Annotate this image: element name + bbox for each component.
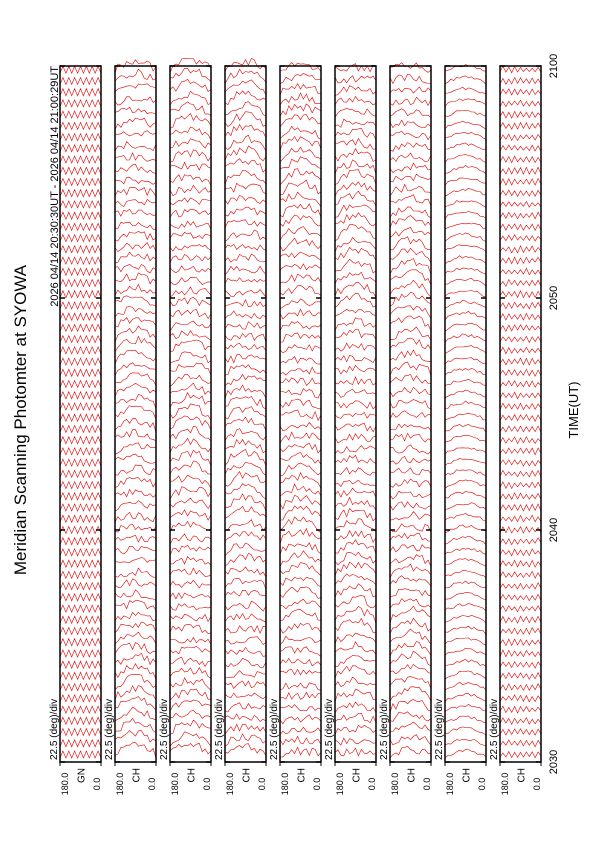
scan-traces <box>444 64 487 759</box>
scan-traces <box>499 65 542 759</box>
panel-name: CH <box>242 768 253 782</box>
panel-frame <box>169 65 212 763</box>
panel-name: CH <box>462 768 473 782</box>
panel-name: CH <box>132 768 143 782</box>
subtitle: 2026 04/14 20:30:30UT - 2026 04/14 21:00… <box>49 66 61 307</box>
panel-frame <box>114 65 157 763</box>
panel-name: CH <box>517 768 528 782</box>
y-tick-label: 180.0 <box>445 773 455 796</box>
y-tick-label: 0.0 <box>367 778 377 791</box>
panel-name: GN <box>77 768 88 783</box>
x-tick-label: 2100 <box>548 54 560 78</box>
scale-label: 22.5 (deg)/div <box>104 699 115 760</box>
scale-label: 22.5 (deg)/div <box>324 699 335 760</box>
panel-frame <box>224 65 267 763</box>
y-tick-label: 180.0 <box>115 773 125 796</box>
panel-frame <box>59 65 102 763</box>
y-tick-label: 0.0 <box>532 778 542 791</box>
scan-traces <box>59 65 102 759</box>
y-tick-label: 0.0 <box>92 778 102 791</box>
panel-name: CH <box>297 768 308 782</box>
panel-frame <box>389 65 432 763</box>
scan-traces <box>114 59 157 759</box>
scan-traces <box>279 62 322 758</box>
panel-frame <box>279 65 322 763</box>
x-tick-label: 2040 <box>548 518 560 542</box>
y-tick-label: 180.0 <box>280 773 290 796</box>
y-tick-label: 0.0 <box>422 778 432 791</box>
scale-label: 22.5 (deg)/div <box>489 699 500 760</box>
scale-label: 22.5 (deg)/div <box>214 699 225 760</box>
panel-frame <box>334 65 377 763</box>
scan-traces <box>224 57 267 756</box>
scale-label: 22.5 (deg)/div <box>269 699 280 760</box>
x-tick-label: 2050 <box>548 286 560 310</box>
y-tick-label: 180.0 <box>225 773 235 796</box>
scale-label: 22.5 (deg)/div <box>379 699 390 760</box>
panel-name: CH <box>187 768 198 782</box>
panel-name: CH <box>352 768 363 782</box>
scan-traces <box>169 58 212 755</box>
scan-traces <box>334 63 377 757</box>
y-tick-label: 180.0 <box>170 773 180 796</box>
panel-name: CH <box>407 768 418 782</box>
y-tick-label: 0.0 <box>202 778 212 791</box>
y-tick-label: 180.0 <box>335 773 345 796</box>
x-tick-label: 2030 <box>548 750 560 774</box>
y-tick-label: 0.0 <box>312 778 322 791</box>
panel-frame <box>499 65 542 763</box>
y-tick-label: 180.0 <box>500 773 510 796</box>
panel-frame <box>444 65 487 763</box>
x-axis-label: TIME(UT) <box>566 381 581 438</box>
y-tick-label: 0.0 <box>257 778 267 791</box>
scale-label: 22.5 (deg)/div <box>49 699 60 760</box>
scale-label: 22.5 (deg)/div <box>159 699 170 760</box>
y-tick-label: 180.0 <box>390 773 400 796</box>
rotated-plot: Meridian Scanning Photomter at SYOWA 202… <box>11 54 581 796</box>
scale-label: 22.5 (deg)/div <box>434 699 445 760</box>
y-tick-label: 180.0 <box>60 773 70 796</box>
chart-title: Meridian Scanning Photomter at SYOWA <box>11 264 30 575</box>
y-tick-label: 0.0 <box>147 778 157 791</box>
y-tick-label: 0.0 <box>477 778 487 791</box>
scan-traces <box>389 62 432 759</box>
